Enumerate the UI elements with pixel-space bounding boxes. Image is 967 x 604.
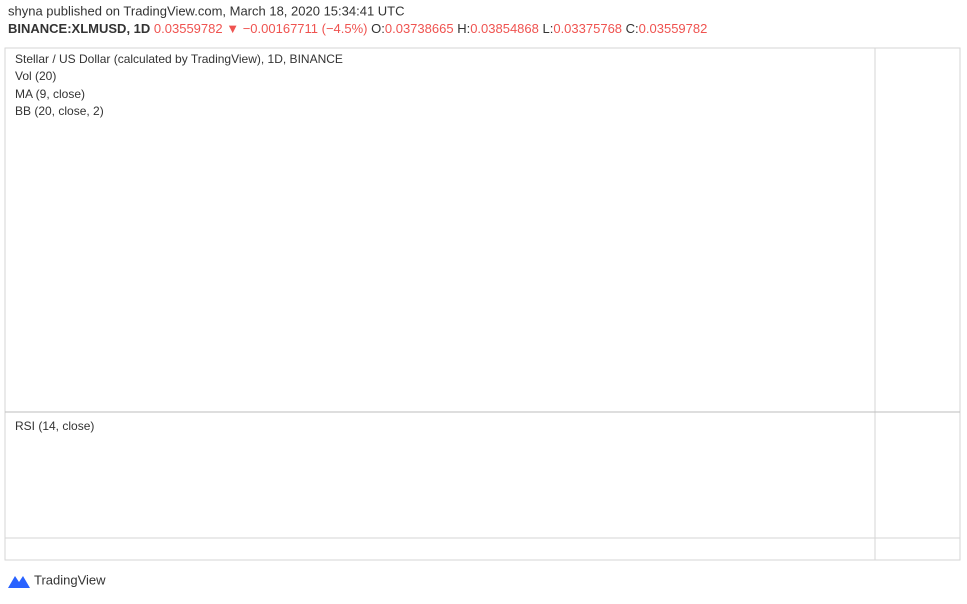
publish-info: shyna published on TradingView.com, Marc… <box>8 3 405 18</box>
l-label: L: <box>543 21 554 36</box>
h-value: 0.03854868 <box>470 21 539 36</box>
brand: TradingView <box>34 572 106 587</box>
legend-volume: Vol (20) <box>15 69 56 83</box>
symbol: BINANCE:XLMUSD, 1D <box>8 21 150 36</box>
legend-bb: BB (20, close, 2) <box>15 104 104 118</box>
change: ▼ −0.00167711 (−4.5%) <box>226 21 367 36</box>
frame <box>4 47 961 561</box>
o-label: O: <box>371 21 385 36</box>
h-label: H: <box>457 21 470 36</box>
o-value: 0.03738665 <box>385 21 454 36</box>
l-value: 0.03375768 <box>553 21 622 36</box>
symbol-line: BINANCE:XLMUSD, 1D 0.03559782 ▼ −0.00167… <box>8 21 707 36</box>
logo-icon <box>8 576 30 588</box>
c-value: 0.03559782 <box>639 21 708 36</box>
legend-title: Stellar / US Dollar (calculated by Tradi… <box>15 52 343 66</box>
logo: TradingView <box>8 572 106 588</box>
legend-rsi: RSI (14, close) <box>15 419 94 433</box>
legend-ma: MA (9, close) <box>15 87 85 101</box>
c-label: C: <box>626 21 639 36</box>
price: 0.03559782 <box>154 21 223 36</box>
